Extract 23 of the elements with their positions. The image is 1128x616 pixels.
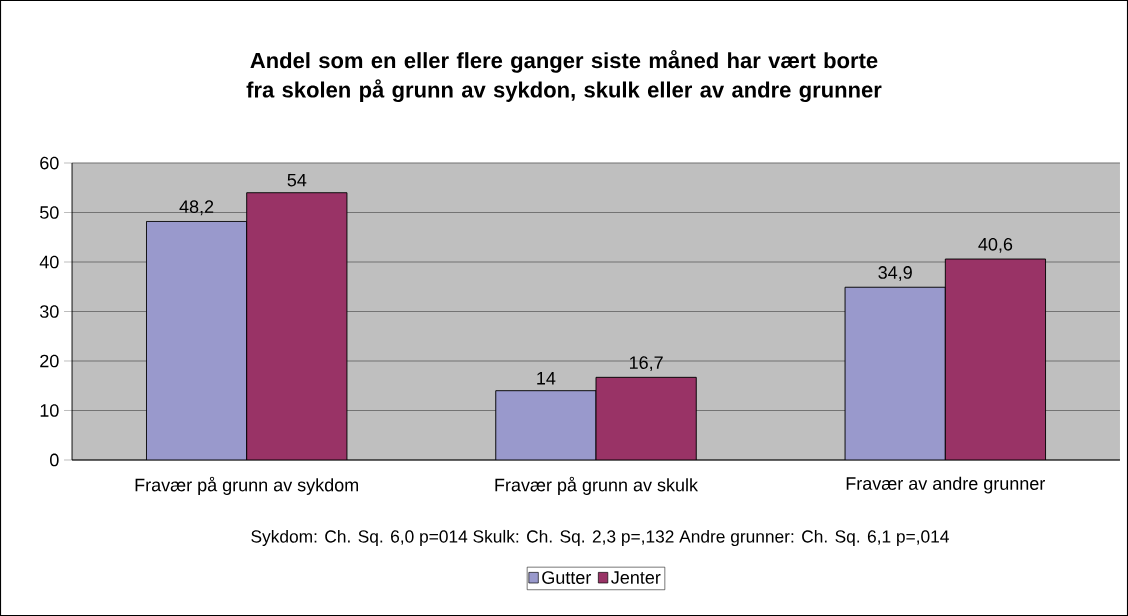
y-tick-label: 0 — [50, 453, 59, 467]
x-tick-label: Fravær på grunn av sykdom — [135, 476, 358, 495]
legend-label: Jenter — [611, 571, 661, 584]
y-tick-label: 60 — [40, 156, 59, 170]
chart-title: Andel som en eller flere ganger siste måned har vært borte fra skolen på grunn av sykdon, skulk eller av andre grunner — [246, 49, 882, 103]
y-tick-label: 40 — [39, 255, 59, 269]
bar — [944, 258, 1047, 460]
y-tick-label: 20 — [40, 354, 59, 368]
y-tick-label: 30 — [40, 305, 59, 318]
bar — [246, 192, 347, 460]
y-tick-label: 10 — [40, 404, 59, 417]
x-tick-label: Fravær av andre grunner — [846, 476, 1046, 494]
y-tick-label: 50 — [40, 206, 59, 219]
x-tick-label: Fravær på grunn av skulk — [495, 476, 699, 495]
data-label: 14 — [537, 372, 556, 385]
data-label: 16,7 — [629, 356, 663, 372]
legend-label: Gutter — [542, 571, 592, 584]
data-label: 40,6 — [978, 237, 1013, 253]
bar — [596, 377, 697, 460]
data-label: 34,9 — [878, 266, 912, 281]
data-label: 48,2 — [179, 200, 214, 216]
text: Sykdom: Ch. Sq. 6,0 p=014 Skulk: Ch. Sq. 2,3 p=,132 Andre grunner: Ch. Sq. 6,1 p=,014 — [251, 529, 949, 547]
data-label: 54 — [287, 173, 307, 187]
